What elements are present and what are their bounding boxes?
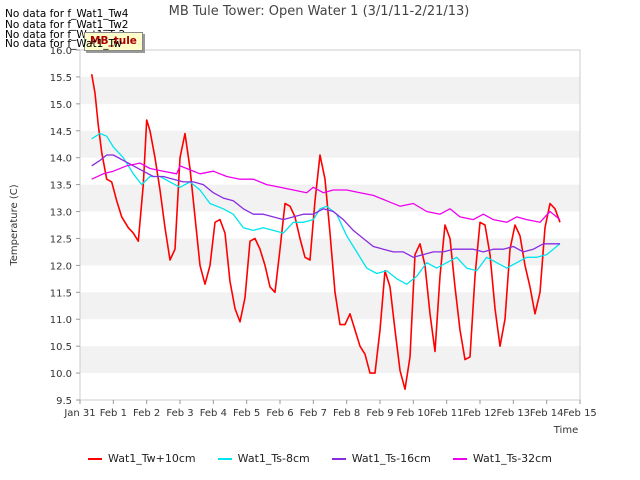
plot-area-border <box>79 49 581 401</box>
legend-label: Wat1_Ts-32cm <box>472 452 552 465</box>
y-tick-label: 15.5 <box>50 73 72 84</box>
x-tick-label: Feb 8 <box>333 408 360 419</box>
x-tick-label: Feb 10 <box>397 408 431 419</box>
x-tick-label: Feb 4 <box>200 408 227 419</box>
x-tick-label: Feb 2 <box>133 408 160 419</box>
legend-item: Wat1_Tw+10cm <box>88 452 196 465</box>
grid-band <box>80 130 580 158</box>
y-tick-label: 11.0 <box>50 315 72 326</box>
grid-bands <box>80 76 580 374</box>
y-tick-label: 11.5 <box>50 288 72 299</box>
nodata-message: No data for f_Wat1_Tw2 <box>5 19 129 31</box>
x-tick-label: Feb 11 <box>430 408 464 419</box>
legend-swatch <box>88 457 103 460</box>
x-tick-label: Feb 7 <box>300 408 327 419</box>
grid-band <box>80 238 580 266</box>
x-tick-label: Feb 12 <box>463 408 497 419</box>
grid-band <box>80 346 580 374</box>
y-tick-label: 9.5 <box>56 396 72 407</box>
nodata-message: No data for f_Wat1_Tw4 <box>5 8 129 20</box>
x-tick-label: Feb 1 <box>100 408 127 419</box>
y-tick-label: 16.0 <box>50 46 72 57</box>
legend-swatch <box>217 457 232 460</box>
y-tick-label: 14.0 <box>50 154 72 165</box>
legend: Wat1_Tw+10cm Wat1_Ts-8cm Wat1_Ts-16cm Wa… <box>0 452 640 465</box>
series-lines <box>90 74 561 391</box>
legend-label: Wat1_Tw+10cm <box>108 452 196 465</box>
x-tick-label: Feb 5 <box>233 408 260 419</box>
legend-swatch <box>331 457 346 460</box>
y-tick-label: 10.5 <box>50 342 72 353</box>
x-axis-ticks: Jan 31 Feb 1 Feb 2 Feb 3 Feb 4 Feb 5 Feb 6 Feb … <box>63 400 597 419</box>
x-tick-label: Jan 31 <box>63 408 95 419</box>
nodata-message: No data for f_Wat1_Tw <box>5 38 122 50</box>
y-tick-label: 12.0 <box>50 261 72 272</box>
y-axis-ticks: 9.5 10.0 10.5 11.0 11.5 12.0 12.5 13.0 13.5 14.0 1… <box>50 46 80 407</box>
x-tick-label: Feb 15 <box>563 408 597 419</box>
x-tick-label: Feb 3 <box>166 408 193 419</box>
y-tick-label: 12.5 <box>50 234 72 245</box>
y-tick-label: 15.0 <box>50 100 72 111</box>
x-axis-label: Time <box>553 425 578 436</box>
y-tick-label: 14.5 <box>50 127 72 138</box>
y-tick-label: 13.5 <box>50 181 72 192</box>
legend-item: Wat1_Ts-8cm <box>217 452 310 465</box>
series-line-wat1-tw-10cm <box>90 74 561 391</box>
series-line-wat1-ts-32cm <box>91 162 561 223</box>
x-tick-label: Feb 9 <box>366 408 393 419</box>
site-badge[interactable]: MB_tule <box>84 32 143 51</box>
legend-item: Wat1_Ts-32cm <box>452 452 552 465</box>
legend-label: Wat1_Ts-16cm <box>351 452 431 465</box>
x-tick-label: Feb 13 <box>497 408 531 419</box>
y-tick-label: 10.0 <box>50 369 72 380</box>
grid-band <box>80 76 580 104</box>
legend-item: Wat1_Ts-16cm <box>331 452 431 465</box>
chart-title: MB Tule Tower: Open Water 1 (3/1/11-2/21… <box>169 4 470 19</box>
y-axis-label: Temperature (C) <box>9 184 20 266</box>
x-tick-label: Feb 14 <box>530 408 564 419</box>
legend-label: Wat1_Ts-8cm <box>237 452 310 465</box>
grid-band <box>80 292 580 320</box>
series-line-wat1-ts-16cm <box>91 154 560 258</box>
x-tick-label: Feb 6 <box>266 408 293 419</box>
y-tick-label: 13.0 <box>50 208 72 219</box>
grid-band <box>80 184 580 212</box>
legend-swatch <box>452 457 467 460</box>
